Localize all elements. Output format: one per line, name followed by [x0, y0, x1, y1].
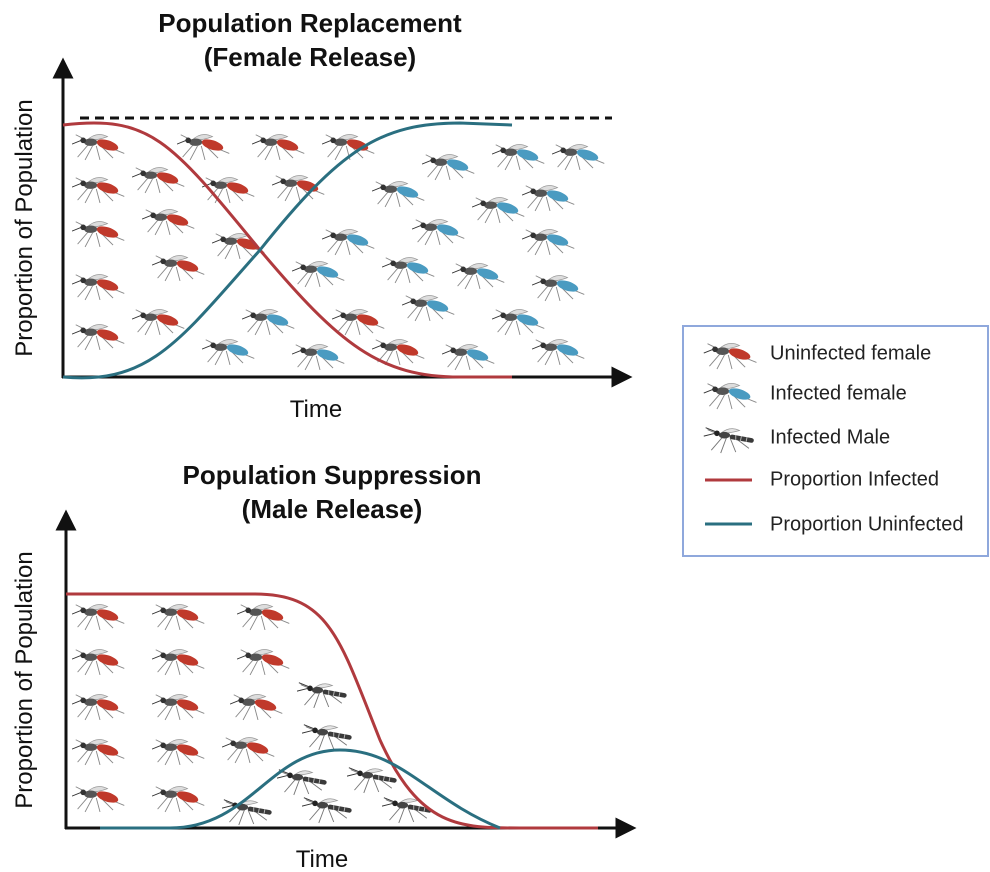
mosquito-icon — [237, 605, 289, 630]
mosquito-icon — [292, 262, 344, 287]
mosquito-icon — [277, 770, 327, 795]
mosquito-icon — [272, 176, 324, 201]
legend-label: Proportion Infected — [770, 468, 939, 490]
mosquito-icon — [252, 135, 304, 160]
mosquito-icon — [72, 695, 124, 720]
mosquito-icon — [347, 768, 397, 793]
mosquito-icon — [492, 145, 544, 170]
mosquito-icon — [332, 310, 384, 335]
mosquito-icon — [532, 340, 584, 365]
mosquito-icon — [452, 264, 504, 289]
mosquito-icon — [322, 230, 374, 255]
mosquito-icon — [152, 256, 204, 281]
mosquito-icon — [492, 310, 544, 335]
mosquito-icon — [412, 220, 464, 245]
mosquito-icon — [382, 798, 432, 823]
mosquito-icon — [177, 135, 229, 160]
mosquito-icon — [302, 725, 352, 750]
mosquito-icon — [222, 738, 274, 763]
mosquito-icon — [522, 230, 574, 255]
mosquito-icon — [142, 210, 194, 235]
mosquito-icon — [237, 650, 289, 675]
mosquito-icon — [422, 155, 474, 180]
mosquito-icon — [402, 296, 454, 321]
mosquito-icon — [472, 198, 524, 223]
y-axis-label: Proportion of Population — [11, 551, 38, 809]
mosquito-icon — [72, 787, 124, 812]
mosquito-icon — [297, 683, 347, 708]
mosquito-icon — [522, 186, 574, 211]
mosquito-icon — [72, 275, 124, 300]
mosquito-icon — [292, 345, 344, 370]
panel-title: Population Suppression — [182, 460, 481, 490]
panel-replacement: Population Replacement (Female Release) … — [11, 8, 622, 423]
mosquito-icon — [152, 787, 204, 812]
mosquito-icon — [72, 135, 124, 160]
legend-label: Infected Male — [770, 426, 890, 448]
panel-title: (Male Release) — [242, 494, 423, 524]
mosquito-icon — [72, 650, 124, 675]
mosquito-icon — [302, 798, 352, 823]
infected-curve — [66, 594, 598, 828]
panel-title: Population Replacement — [158, 8, 462, 38]
legend-label: Infected female — [770, 382, 907, 404]
mosquito-icon — [132, 310, 184, 335]
mosquito-icon — [372, 182, 424, 207]
mosquito-icon — [532, 276, 584, 301]
y-axis-label: Proportion of Population — [11, 99, 38, 357]
panel-title: (Female Release) — [204, 42, 416, 72]
mosquito-icon — [72, 740, 124, 765]
x-axis-label: Time — [290, 396, 342, 423]
mosquito-icon — [202, 340, 254, 365]
mosquito-icon — [152, 605, 204, 630]
legend-label: Proportion Uninfected — [770, 513, 963, 535]
mosquito-icon — [72, 605, 124, 630]
mosquito-icon — [152, 695, 204, 720]
mosquito-icon — [382, 258, 434, 283]
mosquito-icon — [242, 310, 294, 335]
legend-label: Uninfected female — [770, 342, 931, 364]
mosquito-icon — [442, 345, 494, 370]
legend: Uninfected female Infected female Infect… — [683, 326, 988, 556]
mosquito-icon — [552, 145, 604, 170]
x-axis-label: Time — [296, 846, 348, 872]
mosquito-icon — [152, 740, 204, 765]
mosquito-icon — [72, 222, 124, 247]
mosquito-icon — [230, 695, 282, 720]
mosquito-icon — [72, 325, 124, 350]
mosquito-icon — [152, 650, 204, 675]
mosquito-icon — [132, 168, 184, 193]
mosquito-icon — [72, 178, 124, 203]
figure: Population Replacement (Female Release) … — [0, 0, 990, 872]
